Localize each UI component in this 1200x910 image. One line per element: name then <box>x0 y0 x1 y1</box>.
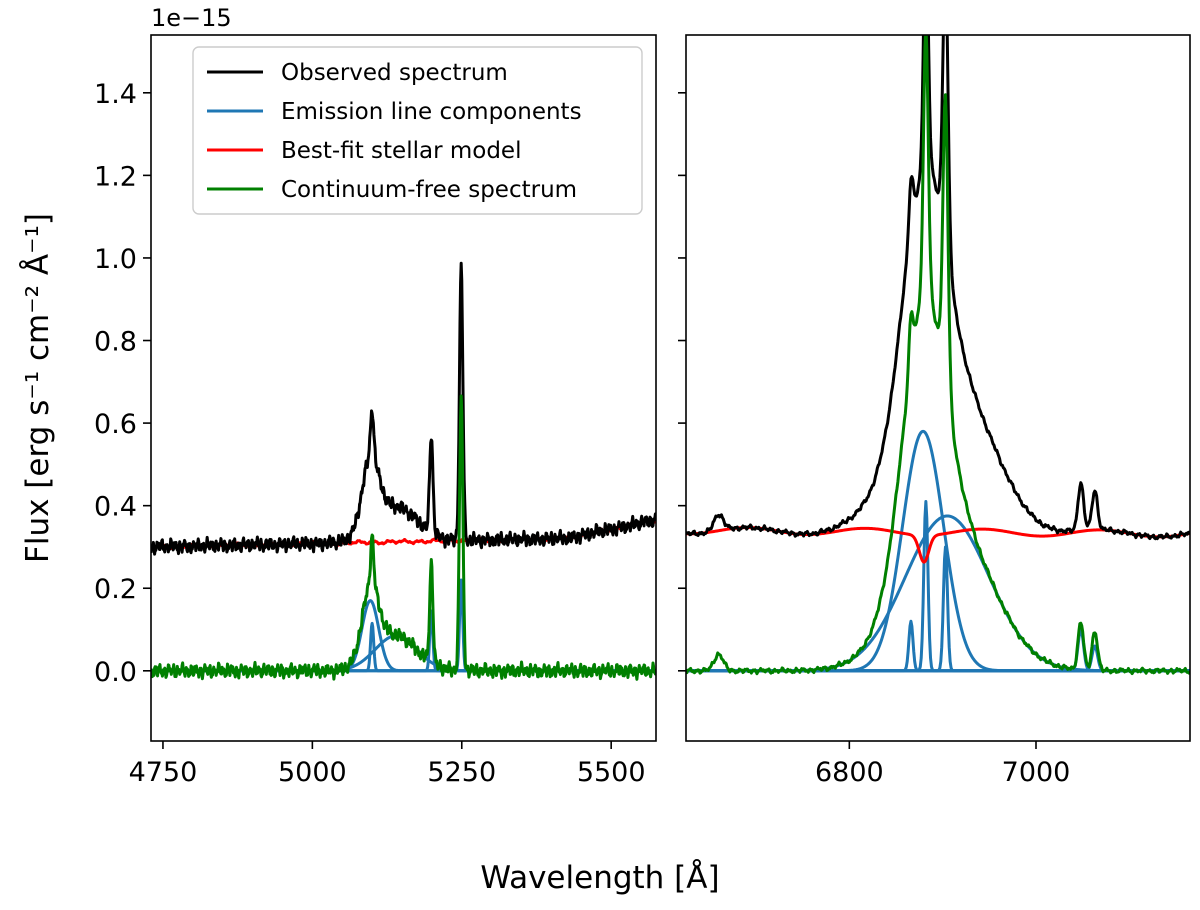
right-axes-frame <box>685 34 1191 742</box>
ytick-label-0: 0.0 <box>94 657 137 688</box>
legend-entry-emission: Emission line components <box>207 99 582 125</box>
legend: Observed spectrum Emission line componen… <box>192 46 643 215</box>
ytick-label-2: 0.4 <box>94 492 137 523</box>
left-continuum-free-line <box>151 394 656 681</box>
ytick-label-6: 1.2 <box>94 161 137 192</box>
y-axis-label: Flux [erg s⁻¹ cm⁻² Å⁻¹] <box>20 213 56 563</box>
ytick-label-5: 1.0 <box>94 244 137 275</box>
left-xtick-label-2: 5250 <box>427 757 496 788</box>
ytick-label-1: 0.2 <box>94 574 137 605</box>
left-y-axis: 0.0 0.2 0.4 0.6 0.8 1.0 1.2 1.4 <box>94 79 151 688</box>
legend-label-stellar: Best-fit stellar model <box>281 138 521 164</box>
right-xtick-label-0: 6800 <box>815 757 884 788</box>
right-x-axis: 6800 7000 <box>815 741 1070 788</box>
left-xtick-label-1: 5000 <box>278 757 347 788</box>
right-emission-component-narrow-4 <box>686 644 1190 673</box>
right-curves <box>686 35 1190 676</box>
right-continuum-free-line <box>686 35 1190 676</box>
left-x-axis: 4750 5000 5250 5500 <box>129 741 646 788</box>
left-axes-frame <box>150 34 657 742</box>
right-emission-component-narrow-3 <box>686 628 1190 673</box>
right-emission-component-narrow-2 <box>686 545 1190 673</box>
left-xtick-label-0: 4750 <box>129 757 198 788</box>
right-observed-spectrum-line <box>686 35 1190 541</box>
left-xtick-label-3: 5500 <box>577 757 646 788</box>
right-y-ticks <box>678 92 686 672</box>
ytick-label-7: 1.4 <box>94 79 137 110</box>
right-emission-component-narrow-0 <box>686 619 1190 673</box>
legend-label-observed: Observed spectrum <box>281 60 508 86</box>
legend-box <box>192 46 643 215</box>
right-emission-component-broad-0 <box>686 429 1190 673</box>
y-offset-label: 1e−15 <box>151 4 232 32</box>
ytick-label-4: 0.8 <box>94 327 137 358</box>
left-observed-spectrum-line <box>151 261 656 556</box>
right-panel: 6800 7000 <box>678 34 1191 788</box>
left-curves <box>151 261 656 681</box>
ytick-label-3: 0.6 <box>94 409 137 440</box>
right-xtick-label-1: 7000 <box>1002 757 1071 788</box>
legend-entry-stellar: Best-fit stellar model <box>207 138 521 164</box>
legend-label-continuum-free: Continuum-free spectrum <box>281 177 577 203</box>
x-axis-label: Wavelength [Å] <box>480 860 719 896</box>
left-panel: 0.0 0.2 0.4 0.6 0.8 1.0 1.2 1.4 4750 5000 5250 550… <box>94 34 657 788</box>
legend-label-emission: Emission line components <box>281 99 582 125</box>
left-emission-component-narrow-2 <box>151 578 656 673</box>
legend-entry-continuum-free: Continuum-free spectrum <box>207 177 577 203</box>
legend-entry-observed: Observed spectrum <box>207 60 508 86</box>
right-emission-component-broad-1 <box>686 514 1190 673</box>
right-emission-component-narrow-1 <box>686 500 1190 673</box>
